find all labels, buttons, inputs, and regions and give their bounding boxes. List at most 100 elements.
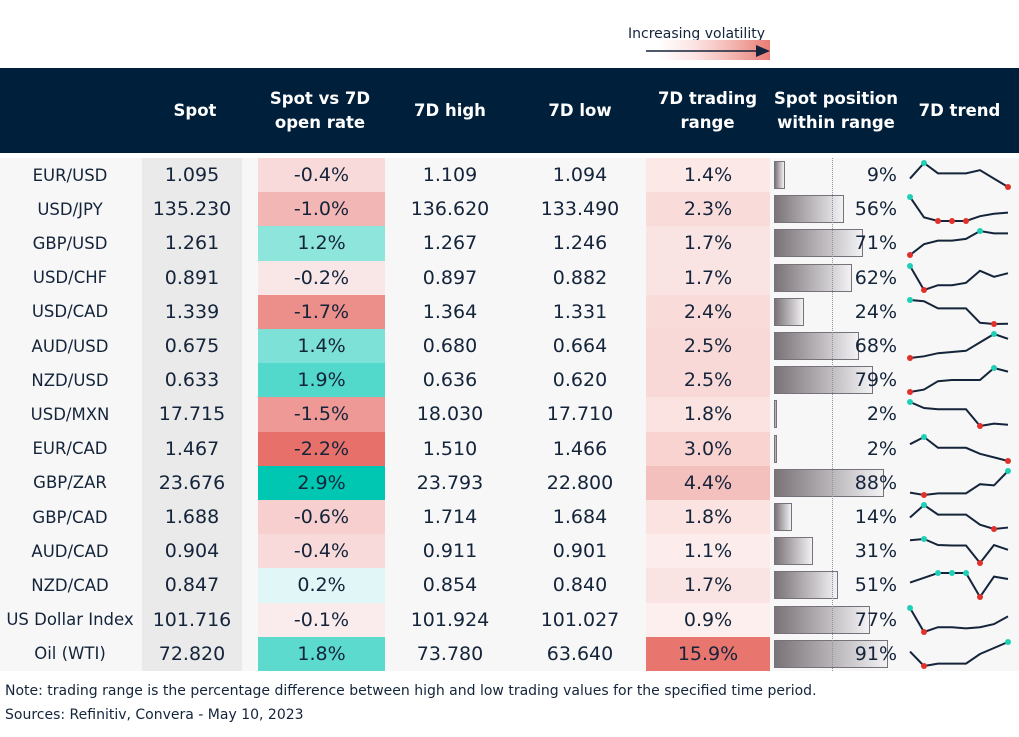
table-row: EUR/USD 1.095 -0.4% 1.109 1.094 1.4% 9% bbox=[0, 158, 1019, 193]
trend-high-marker bbox=[935, 570, 941, 577]
table-row: EUR/CAD 1.467 -2.2% 1.510 1.466 3.0% 2% bbox=[0, 431, 1019, 466]
trading-range-value: 2.4% bbox=[646, 294, 770, 329]
high-value: 1.364 bbox=[422, 300, 478, 323]
spot-value: 0.904 bbox=[164, 540, 220, 563]
position-value: 56% bbox=[854, 198, 897, 221]
low-value: 22.800 bbox=[546, 471, 614, 494]
header-spot-vs-open: Spot vs 7D open rate bbox=[269, 88, 371, 132]
trend-line bbox=[909, 196, 1009, 223]
trend-sparkline bbox=[907, 194, 1009, 225]
position-value: 51% bbox=[854, 574, 897, 597]
pair-label: EUR/CAD bbox=[32, 439, 108, 459]
high-value: 1.267 bbox=[422, 232, 478, 255]
position-bar bbox=[774, 161, 786, 189]
table-row: Oil (WTI) 72.820 1.8% 73.780 63.640 15.9% 91% bbox=[0, 636, 1019, 671]
trend-low-marker bbox=[921, 491, 927, 498]
pair-label: NZD/USD bbox=[31, 370, 109, 390]
low-value: 0.840 bbox=[552, 574, 608, 597]
trend-line bbox=[909, 332, 1009, 359]
spot-value: 0.675 bbox=[164, 335, 220, 358]
trend-low-marker bbox=[991, 320, 997, 327]
low-value: 1.094 bbox=[552, 164, 608, 187]
trend-sparkline bbox=[907, 262, 1009, 293]
trend-low-marker bbox=[977, 423, 983, 430]
spot-vs-open-value: 1.4% bbox=[258, 329, 385, 364]
high-value: 1.714 bbox=[422, 506, 478, 529]
pair-label: AUD/CAD bbox=[31, 541, 109, 561]
position-value: 71% bbox=[854, 232, 897, 255]
high-value: 0.897 bbox=[422, 266, 478, 289]
position-value: 79% bbox=[854, 369, 897, 392]
trend-low-marker bbox=[963, 218, 969, 225]
position-bar-wrap bbox=[774, 332, 859, 360]
spot-vs-open-value: -1.7% bbox=[258, 294, 385, 329]
high-value: 23.793 bbox=[416, 471, 484, 494]
low-value: 1.331 bbox=[552, 300, 608, 323]
trading-range-value: 1.4% bbox=[646, 158, 770, 193]
position-bar bbox=[774, 366, 873, 395]
high-value: 1.109 bbox=[422, 164, 478, 187]
low-value: 1.466 bbox=[552, 437, 608, 460]
trend-high-marker bbox=[1005, 467, 1011, 474]
position-bar bbox=[774, 400, 777, 429]
trend-line bbox=[909, 367, 1009, 394]
spot-value: 17.715 bbox=[158, 403, 226, 426]
trend-high-marker bbox=[963, 570, 969, 577]
spot-vs-open-value: -0.4% bbox=[258, 158, 385, 193]
spot-vs-open-value: 1.8% bbox=[258, 636, 385, 671]
trend-sparkline bbox=[907, 296, 1009, 327]
trend-line bbox=[909, 538, 1009, 565]
position-value: 24% bbox=[854, 300, 897, 323]
sources-text: Sources: Refinitiv, Convera - May 10, 20… bbox=[5, 707, 304, 723]
position-bar bbox=[774, 639, 888, 668]
position-bar-wrap bbox=[774, 297, 804, 326]
spot-vs-open-value: 2.9% bbox=[258, 465, 385, 500]
position-bar bbox=[774, 332, 859, 360]
spot-value: 1.261 bbox=[164, 232, 220, 255]
high-value: 136.620 bbox=[410, 198, 490, 221]
low-value: 0.882 bbox=[552, 266, 608, 289]
trend-high-marker bbox=[1005, 638, 1011, 645]
trend-line bbox=[909, 435, 1009, 462]
trend-sparkline bbox=[909, 467, 1011, 498]
table-row: USD/MXN 17.715 -1.5% 18.030 17.710 1.8% 2% bbox=[0, 397, 1019, 432]
trend-sparkline bbox=[909, 433, 1011, 464]
spot-vs-open-value: -0.1% bbox=[258, 602, 385, 637]
position-bar bbox=[774, 605, 871, 634]
trading-range-value: 2.5% bbox=[646, 363, 770, 398]
position-bar bbox=[774, 571, 838, 600]
spot-vs-open-value: -0.4% bbox=[258, 534, 385, 569]
table-row: GBP/ZAR 23.676 2.9% 23.793 22.800 4.4% 88% bbox=[0, 465, 1019, 500]
pair-label: USD/MXN bbox=[30, 404, 110, 424]
high-value: 0.911 bbox=[422, 540, 478, 563]
spot-column-bg bbox=[142, 158, 242, 671]
position-value: 91% bbox=[854, 642, 897, 665]
trading-range-value: 1.7% bbox=[646, 260, 770, 295]
low-value: 0.620 bbox=[552, 369, 608, 392]
spot-value: 72.820 bbox=[158, 642, 226, 665]
pair-label: AUD/USD bbox=[31, 336, 109, 356]
spot-value: 1.467 bbox=[164, 437, 220, 460]
trend-sparkline bbox=[907, 365, 1009, 396]
trading-range-value: 3.0% bbox=[646, 431, 770, 466]
position-value: 68% bbox=[854, 335, 897, 358]
position-value: 2% bbox=[866, 403, 897, 426]
position-value: 2% bbox=[866, 437, 897, 460]
low-value: 101.027 bbox=[540, 608, 620, 631]
position-bar bbox=[774, 537, 813, 566]
trend-sparkline bbox=[907, 331, 1009, 361]
position-bar bbox=[774, 503, 792, 531]
midpoint-line bbox=[832, 158, 833, 671]
table-row: GBP/CAD 1.688 -0.6% 1.714 1.684 1.8% 14% bbox=[0, 500, 1019, 535]
header-7d-high: 7D high bbox=[414, 100, 486, 120]
high-value: 0.636 bbox=[422, 369, 478, 392]
header-spot-position: Spot position within range bbox=[774, 88, 898, 132]
pair-label: US Dollar Index bbox=[6, 610, 134, 630]
position-value: 31% bbox=[854, 540, 897, 563]
footnotes: Note: trading range is the percentage di… bbox=[5, 679, 817, 727]
spot-vs-open-value: 1.9% bbox=[258, 363, 385, 398]
trend-low-marker bbox=[935, 218, 941, 225]
spot-vs-open-value: 0.2% bbox=[258, 568, 385, 603]
trading-range-value: 4.4% bbox=[646, 465, 770, 500]
position-bar bbox=[774, 468, 884, 497]
